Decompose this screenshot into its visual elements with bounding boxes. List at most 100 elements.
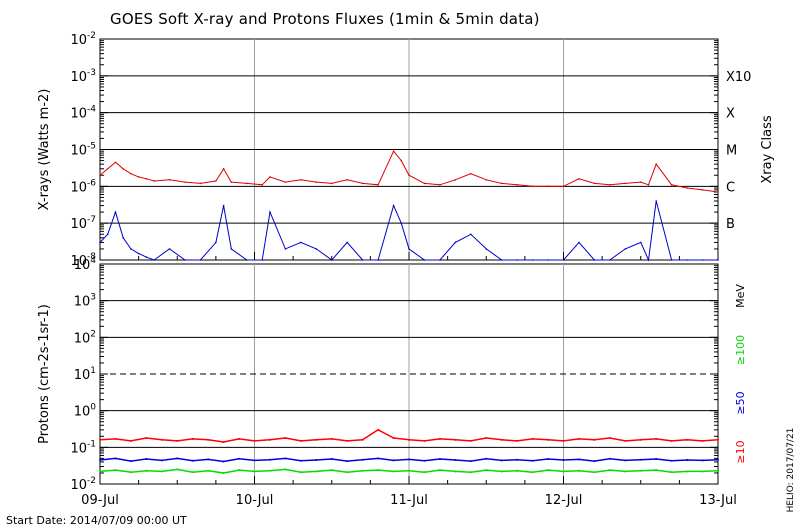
protons-point-≥50 xyxy=(160,459,163,462)
protons-point-≥10 xyxy=(593,438,596,441)
protons-point-≥10 xyxy=(438,437,441,440)
xray-point-long xyxy=(516,184,518,186)
protons-point-≥50 xyxy=(454,459,457,462)
xray-point-long xyxy=(284,181,287,183)
xray-point-short xyxy=(215,241,217,244)
xray-ytick-label: 10-7 xyxy=(70,215,96,232)
protons-point-≥100 xyxy=(238,469,241,472)
protons-ytick-label: 102 xyxy=(74,329,96,346)
xray-point-short xyxy=(377,259,379,261)
protons-point-≥100 xyxy=(624,470,627,473)
protons-point-≥10 xyxy=(253,439,256,442)
protons-point-≥50 xyxy=(315,459,318,462)
xray-point-long xyxy=(392,150,395,152)
xray-point-long xyxy=(153,180,155,182)
protons-point-≥10 xyxy=(207,438,210,441)
xray-point-long xyxy=(114,161,117,164)
xray-point-short xyxy=(99,241,101,244)
protons-point-≥50 xyxy=(129,460,132,463)
protons-point-≥100 xyxy=(377,469,380,472)
protons-point-≥10 xyxy=(408,438,410,441)
protons-point-≥50 xyxy=(686,459,689,462)
protons-point-≥50 xyxy=(392,459,395,462)
protons-point-≥10 xyxy=(129,439,132,442)
protons-point-≥10 xyxy=(454,438,457,441)
xray-point-short xyxy=(122,237,124,239)
protons-point-≥100 xyxy=(392,470,395,473)
protons-point-≥50 xyxy=(547,458,550,461)
protons-point-≥10 xyxy=(315,438,318,441)
xray-point-long xyxy=(145,178,148,180)
xray-point-short xyxy=(284,248,287,250)
protons-point-≥100 xyxy=(655,469,658,472)
protons-point-≥10 xyxy=(469,439,472,442)
protons-point-≥50 xyxy=(222,460,225,463)
protons-point-≥100 xyxy=(670,471,673,474)
xray-point-long xyxy=(184,181,186,183)
xray-point-long xyxy=(470,172,472,175)
protons-point-≥100 xyxy=(284,468,287,471)
xray-point-long xyxy=(230,181,233,183)
protons-point-≥10 xyxy=(531,437,534,440)
xray-point-long xyxy=(168,179,171,181)
xray-point-long xyxy=(199,182,202,185)
protons-point-≥50 xyxy=(268,458,271,461)
protons-energy-label: ≥100 xyxy=(734,335,747,365)
xray-point-short xyxy=(245,259,248,261)
xray-point-short xyxy=(516,259,518,261)
protons-point-≥10 xyxy=(516,439,519,442)
protons-point-≥10 xyxy=(160,438,163,441)
x-axis-date-label: 10-Jul xyxy=(236,493,274,508)
xray-point-long xyxy=(122,167,124,170)
protons-point-≥50 xyxy=(717,458,719,461)
xray-point-short xyxy=(261,259,264,261)
protons-ylabel: Protons (cm-2s-1sr-1) xyxy=(37,304,52,444)
protons-point-≥100 xyxy=(268,469,271,472)
xray-point-long xyxy=(639,181,642,183)
xray-point-short xyxy=(199,259,202,261)
protons-point-≥10 xyxy=(330,437,333,440)
xray-point-short xyxy=(137,252,140,255)
protons-point-≥50 xyxy=(238,457,241,460)
protons-point-≥50 xyxy=(624,459,627,462)
xray-point-short xyxy=(361,259,364,261)
protons-point-≥100 xyxy=(547,469,550,472)
protons-point-≥10 xyxy=(176,439,179,442)
protons-point-≥50 xyxy=(593,460,596,463)
protons-point-≥10 xyxy=(686,438,689,441)
xray-point-short xyxy=(454,241,457,244)
xray-point-long xyxy=(686,187,688,189)
protons-point-≥10 xyxy=(145,436,148,439)
xray-point-long xyxy=(562,185,565,188)
protons-point-≥100 xyxy=(717,469,719,472)
xray-point-long xyxy=(315,181,318,183)
xray-point-short xyxy=(593,259,596,261)
protons-point-≥100 xyxy=(562,470,565,473)
protons-point-≥100 xyxy=(454,470,457,473)
xray-point-long xyxy=(717,191,719,193)
xray-point-short xyxy=(106,233,109,236)
xray-point-short xyxy=(315,248,318,250)
xray-point-short xyxy=(346,241,349,244)
protons-point-≥10 xyxy=(191,437,194,440)
protons-point-≥10 xyxy=(717,438,719,441)
protons-point-≥100 xyxy=(207,469,210,472)
xray-point-short xyxy=(400,222,403,224)
protons-point-≥100 xyxy=(315,470,318,473)
xray-ytick-label: 10-2 xyxy=(70,31,96,48)
xray-point-short xyxy=(408,248,410,250)
xray-point-long xyxy=(245,182,248,185)
protons-point-≥50 xyxy=(500,459,503,462)
xray-point-long xyxy=(130,172,132,175)
xray-class-label: X xyxy=(726,107,735,122)
start-date-label: Start Date: 2014/07/09 00:00 UT xyxy=(6,514,187,527)
xray-point-short xyxy=(230,248,233,250)
xray-point-long xyxy=(624,182,627,185)
xray-point-short xyxy=(670,259,673,261)
protons-point-≥100 xyxy=(99,470,101,473)
protons-point-≥50 xyxy=(485,457,488,460)
xray-point-long xyxy=(655,163,657,165)
xray-point-short xyxy=(701,259,704,261)
xray-ytick-label: 10-5 xyxy=(70,142,96,159)
